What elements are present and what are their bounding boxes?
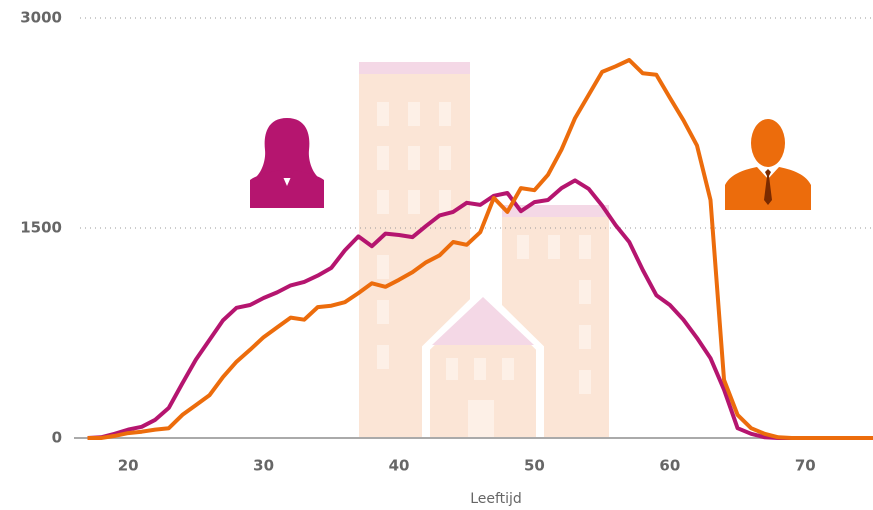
x-tick-label: 60 (659, 457, 680, 475)
y-tick-label: 1500 (20, 219, 62, 237)
y-tick-label: 3000 (20, 9, 62, 27)
x-axis-label: Leeftijd (470, 491, 522, 507)
chart: Leeftijd 0 1500 3000 20 30 40 50 60 70 (0, 0, 873, 510)
x-tick-label: 30 (253, 457, 274, 475)
y-tick-label: 0 (52, 429, 62, 447)
x-tick-label: 20 (118, 457, 139, 475)
x-tick-label: 70 (795, 457, 816, 475)
x-tick-label: 40 (389, 457, 410, 475)
decoration (250, 62, 811, 438)
x-tick-label: 50 (524, 457, 545, 475)
